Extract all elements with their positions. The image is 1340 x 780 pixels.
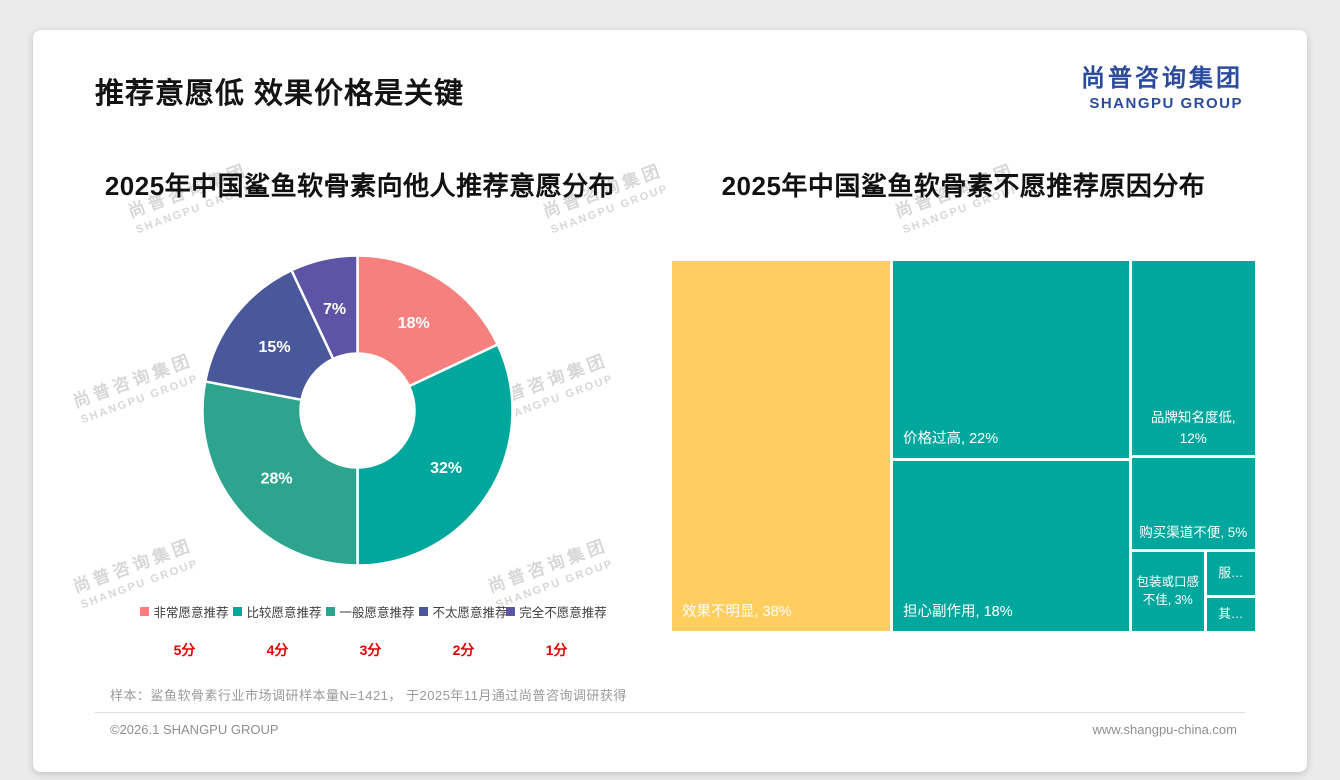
- treemap-cell-service: 服…: [1206, 551, 1255, 595]
- score-row: 5分 4分 3分 2分 1分: [138, 640, 603, 660]
- treemap-cell-purchase-channel: 购买渠道不便, 5%: [1131, 457, 1255, 549]
- legend-swatch-icon: [326, 607, 336, 616]
- legend-item-3: 一般愿意推荐: [324, 602, 417, 621]
- treemap-cell-brand-awareness-low: 品牌知名度低, 12%: [1131, 261, 1255, 455]
- legend-item-2: 比较愿意推荐: [231, 602, 324, 621]
- treemap-cell-label: 品牌知名度低, 12%: [1150, 410, 1236, 446]
- treemap-mini-column: 服… 其…: [1206, 551, 1255, 631]
- score-label-2: 4分: [266, 642, 289, 658]
- legend-label: 一般愿意推荐: [339, 606, 415, 620]
- treemap-cell-label: 价格过高, 22%: [903, 430, 999, 447]
- donut-slice-2: [356, 343, 514, 567]
- legend-swatch-icon: [506, 607, 516, 616]
- company-logo: 尚普咨询集团 SHANGPU GROUP: [1081, 58, 1243, 112]
- treemap-cell-label: 其…: [1218, 607, 1244, 622]
- legend-label: 完全不愿意推荐: [519, 606, 607, 620]
- treemap-cell-label: 服…: [1218, 566, 1244, 581]
- treemap-column-1: 效果不明显, 38%: [672, 261, 891, 631]
- footer-divider: [95, 712, 1245, 713]
- treemap-cell-label: 效果不明显, 38%: [682, 604, 792, 620]
- score-label-3: 3分: [359, 642, 382, 658]
- slide-content: 推荐意愿低 效果价格是关键 尚普咨询集团 SHANGPU GROUP 2025年…: [33, 30, 1307, 772]
- legend-swatch-icon: [140, 607, 150, 616]
- treemap-bottom-row: 包装或口感不佳, 3% 服… 其…: [1131, 551, 1255, 631]
- score-label-4: 2分: [452, 642, 475, 658]
- treemap-column-2: 价格过高, 22% 担心副作用, 18%: [893, 261, 1129, 631]
- treemap-chart-title: 2025年中国鲨鱼软骨素不愿推荐原因分布: [721, 171, 1206, 201]
- website-text: www.shangpu-china.com: [1092, 722, 1237, 737]
- logo-cn-text: 尚普咨询集团: [1081, 65, 1243, 92]
- treemap-cell-label: 购买渠道不便, 5%: [1139, 524, 1248, 540]
- donut-value-label: 15%: [259, 339, 291, 356]
- treemap-cell-effect-not-obvious: 效果不明显, 38%: [672, 261, 891, 631]
- treemap-cell-price-too-high: 价格过高, 22%: [893, 261, 1129, 458]
- legend-label: 不太愿意推荐: [432, 606, 508, 620]
- treemap-cell-other: 其…: [1206, 597, 1255, 631]
- legend-item-1: 非常愿意推荐: [138, 602, 231, 621]
- legend-row: 非常愿意推荐 比较愿意推荐 一般愿意推荐 不太愿意推荐 完全不愿意推荐: [138, 602, 607, 621]
- score-label-1: 5分: [173, 642, 196, 658]
- donut-chart: 18% 32% 28% 15% 7%: [201, 254, 514, 567]
- donut-value-label: 7%: [323, 301, 346, 318]
- copyright-text: ©2026.1 SHANGPU GROUP: [110, 722, 279, 737]
- treemap-cell-side-effect-worry: 担心副作用, 18%: [893, 460, 1129, 631]
- legend-label: 比较愿意推荐: [246, 606, 322, 620]
- treemap-column-3: 品牌知名度低, 12% 购买渠道不便, 5% 包装或口感不佳, 3% 服… 其…: [1131, 261, 1255, 631]
- slide-card: 尚普咨询集团 SHANGPU GROUP 尚普咨询集团 SHANGPU GROUP 尚普…: [33, 30, 1307, 772]
- donut-slice-1: [356, 254, 499, 388]
- donut-slice-5: [290, 254, 359, 361]
- legend-swatch-icon: [419, 607, 429, 616]
- legend-swatch-icon: [233, 607, 243, 616]
- page-title: 推荐意愿低 效果价格是关键: [95, 78, 465, 110]
- logo-en-text: SHANGPU GROUP: [1089, 95, 1243, 112]
- donut-value-label: 32%: [430, 460, 462, 477]
- treemap-cell-label: 包装或口感不佳, 3%: [1136, 575, 1199, 608]
- legend-item-4: 不太愿意推荐: [417, 602, 510, 621]
- sample-note: 样本：鲨鱼软骨素行业市场调研样本量N=1421， 于2025年11月通过尚普咨询…: [110, 688, 627, 703]
- donut-slice-3: [201, 380, 359, 567]
- donut-slice-4: [203, 269, 335, 402]
- treemap-chart: 效果不明显, 38% 价格过高, 22% 担心副作用, 18% 品牌知名度低, …: [672, 261, 1255, 631]
- donut-chart-title: 2025年中国鲨鱼软骨素向他人推荐意愿分布: [104, 171, 616, 201]
- donut-value-label: 28%: [261, 470, 293, 487]
- score-label-5: 1分: [545, 642, 568, 658]
- legend-item-5: 完全不愿意推荐: [506, 602, 607, 621]
- treemap-cell-label: 担心副作用, 18%: [903, 604, 1013, 620]
- footer-row: ©2026.1 SHANGPU GROUP www.shangpu-china.…: [110, 722, 1237, 737]
- donut-value-label: 18%: [398, 315, 430, 332]
- treemap-cell-packaging-taste: 包装或口感不佳, 3%: [1131, 551, 1204, 631]
- legend-label: 非常愿意推荐: [153, 606, 229, 620]
